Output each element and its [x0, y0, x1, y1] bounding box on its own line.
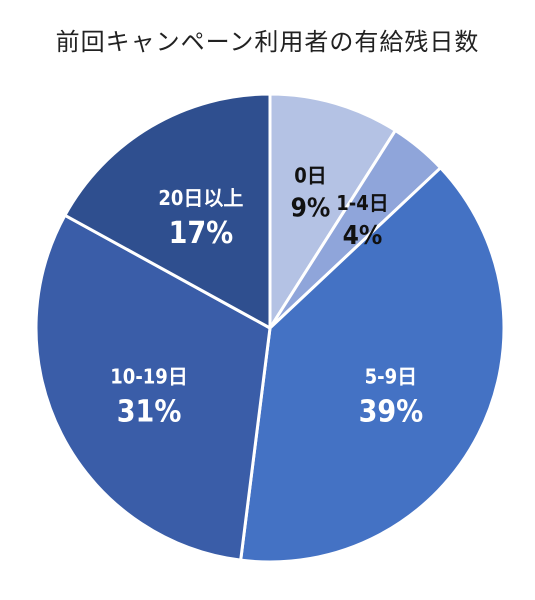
pie-slice-4 — [34, 213, 272, 562]
slice-value-label: 39% — [359, 395, 424, 430]
slice-value-label: 31% — [117, 395, 182, 430]
chart-title: 前回キャンペーン利用者の有給残日数 — [55, 28, 480, 56]
pie-slice-5 — [63, 92, 272, 330]
slice-value-label: 4% — [343, 221, 383, 251]
slice-label: 20日以上 — [158, 186, 243, 210]
slice-value-label: 9% — [291, 194, 331, 224]
slice-label: 0日 — [294, 164, 327, 188]
pie-slice-1 — [268, 92, 397, 330]
slice-label: 1-4日 — [336, 191, 389, 215]
slice-value-label: 17% — [169, 216, 234, 251]
pie-slice-3 — [239, 166, 506, 564]
slice-label: 5-9日 — [365, 365, 418, 389]
slice-label: 10-19日 — [110, 365, 188, 389]
